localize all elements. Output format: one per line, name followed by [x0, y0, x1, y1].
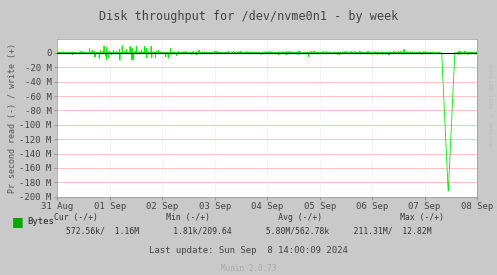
- Text: Disk throughput for /dev/nvme0n1 - by week: Disk throughput for /dev/nvme0n1 - by we…: [99, 10, 398, 23]
- Text: Last update: Sun Sep  8 14:00:09 2024: Last update: Sun Sep 8 14:00:09 2024: [149, 246, 348, 255]
- Text: Cur (-/+)              Min (-/+)              Avg (-/+)                Max (-/+): Cur (-/+) Min (-/+) Avg (-/+) Max (-/+): [54, 213, 443, 222]
- Text: Munin 2.0.73: Munin 2.0.73: [221, 264, 276, 273]
- Y-axis label: Pr second read (-) / write (+): Pr second read (-) / write (+): [7, 43, 16, 192]
- Text: ■: ■: [11, 215, 23, 228]
- Text: Bytes: Bytes: [27, 217, 54, 226]
- Text: RRDTOOL / TOBI OETIKER: RRDTOOL / TOBI OETIKER: [490, 63, 495, 146]
- Text: 572.56k/  1.16M       1.81k/209.64       5.80M/562.78k     211.31M/  12.82M: 572.56k/ 1.16M 1.81k/209.64 5.80M/562.78…: [66, 227, 431, 235]
